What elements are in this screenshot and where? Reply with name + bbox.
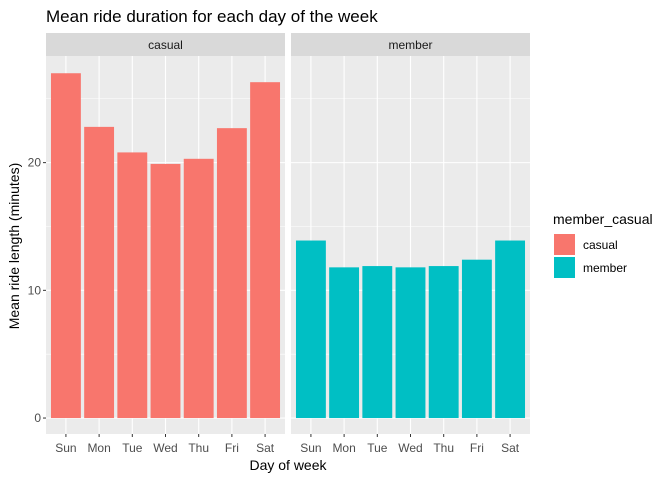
legend-item-casual: casual <box>554 234 618 255</box>
bar-casual-sun <box>50 73 81 419</box>
facet-panel-member: member Sun Mon Tue Wed Thu Fri Sat <box>291 33 530 455</box>
legend: member_casual casual member <box>553 211 653 278</box>
x-tick-label: Thu <box>188 441 209 455</box>
bar-casual-tue <box>117 152 148 419</box>
facet-strip <box>46 33 285 56</box>
x-tick-label: Mon <box>332 441 355 455</box>
bar-casual-mon <box>84 126 115 419</box>
bar-casual-wed <box>150 163 181 419</box>
facet-strip <box>291 33 530 56</box>
facet-strip-label: member <box>388 38 432 52</box>
legend-items: casual member <box>554 234 627 278</box>
legend-label: member <box>583 261 627 275</box>
chart-title: Mean ride duration for each day of the w… <box>46 7 378 26</box>
legend-key <box>554 234 575 255</box>
x-tick-label: Sat <box>256 441 275 455</box>
legend-key <box>554 257 575 278</box>
bar-member-sun <box>295 240 326 419</box>
x-tick-label: Fri <box>225 441 239 455</box>
bar-member-sat <box>495 240 526 419</box>
x-tick-label: Sat <box>501 441 520 455</box>
x-tick-label: Wed <box>153 441 177 455</box>
x-tick-label: Tue <box>367 441 388 455</box>
y-tick-label: 0 <box>34 411 41 425</box>
bar-casual-sat <box>250 82 281 419</box>
y-axis-title: Mean ride length (minutes) <box>6 163 22 330</box>
facet-panels: casual Sun Mon Tue Wed Thu Fri Sat member Sun Mon T… <box>46 33 530 455</box>
y-axis: 0 10 20 <box>28 156 46 425</box>
bar-member-thu <box>428 266 459 419</box>
x-axis-title: Day of week <box>249 457 327 473</box>
x-tick-label: Sun <box>300 441 321 455</box>
legend-item-member: member <box>554 257 627 278</box>
y-tick-label: 10 <box>28 283 42 297</box>
bar-member-wed <box>395 267 426 419</box>
bar-member-mon <box>329 267 360 419</box>
legend-label: casual <box>583 238 618 252</box>
y-tick-label: 20 <box>28 156 42 170</box>
bar-casual-thu <box>183 158 214 419</box>
legend-title: member_casual <box>553 211 653 227</box>
facet-panel-casual: casual Sun Mon Tue Wed Thu Fri Sat <box>46 33 285 455</box>
x-tick-label: Sun <box>55 441 76 455</box>
x-tick-label: Mon <box>87 441 110 455</box>
x-tick-label: Tue <box>122 441 143 455</box>
bar-casual-fri <box>216 128 247 419</box>
x-tick-label: Thu <box>433 441 454 455</box>
facet-strip-label: casual <box>148 38 183 52</box>
bar-member-fri <box>461 259 492 419</box>
x-tick-label: Fri <box>470 441 484 455</box>
x-tick-label: Wed <box>398 441 422 455</box>
bar-member-tue <box>362 266 393 419</box>
